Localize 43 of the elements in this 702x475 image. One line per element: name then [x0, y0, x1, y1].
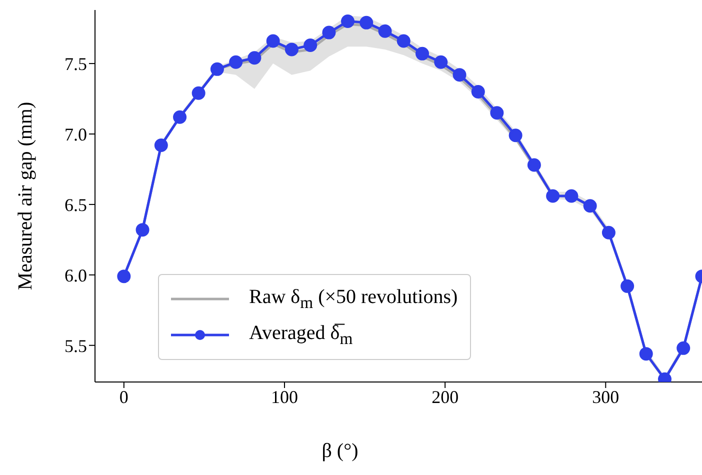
point	[173, 110, 187, 124]
point	[248, 51, 262, 65]
y-tick-label: 7.5	[64, 54, 87, 74]
point	[416, 46, 430, 60]
point	[266, 34, 280, 48]
point	[210, 62, 224, 76]
point	[229, 55, 243, 69]
x-tick-label: 100	[270, 386, 298, 407]
point	[564, 189, 578, 203]
point	[434, 55, 448, 69]
point	[676, 341, 690, 355]
point	[583, 199, 597, 213]
x-tick-label: 0	[119, 386, 128, 407]
point	[639, 347, 653, 361]
y-tick-label: 5.5	[64, 336, 87, 356]
x-tick-label: 300	[592, 386, 620, 407]
point	[490, 106, 504, 120]
y-tick-label: 6.5	[64, 194, 87, 215]
point	[396, 34, 410, 48]
point	[360, 16, 374, 30]
point	[471, 84, 485, 98]
point	[508, 128, 522, 142]
legend-label: Averaged δ̅$_{m}$	[249, 322, 353, 348]
x-tick-label: 200	[432, 386, 459, 407]
y-tick-label: 6.0	[64, 265, 87, 286]
point	[341, 14, 355, 28]
y-axis-title: Measured air gap (mm)	[14, 102, 36, 290]
point	[452, 68, 466, 82]
point	[136, 223, 150, 237]
legend-label: Raw δ$_{m}$ (×50 revolutions)	[249, 286, 458, 312]
point	[620, 279, 634, 293]
point	[117, 270, 131, 284]
point	[378, 24, 392, 38]
point	[546, 189, 560, 203]
x-axis-title: β (°)	[322, 440, 358, 462]
point	[284, 42, 298, 56]
point	[192, 86, 206, 100]
point	[527, 158, 541, 172]
point	[154, 138, 168, 152]
point	[322, 26, 336, 40]
point	[304, 38, 318, 52]
point	[602, 226, 616, 240]
y-tick-label: 7.0	[64, 124, 87, 144]
